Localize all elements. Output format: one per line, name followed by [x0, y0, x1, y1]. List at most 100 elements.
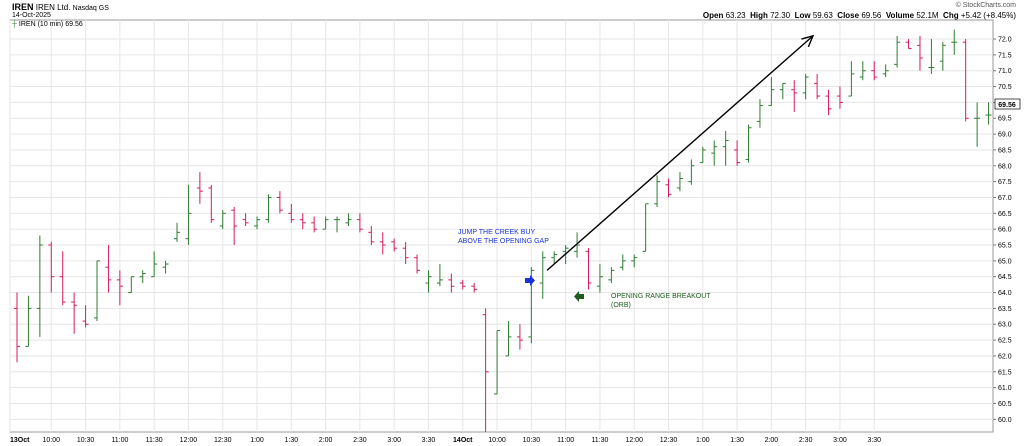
- volume-value: 52.1M: [916, 11, 939, 20]
- y-tick-label: 65.5: [998, 243, 1012, 250]
- ohlc-bar: [459, 279, 466, 290]
- ohlc-bar: [505, 321, 512, 357]
- chg-label: Chg: [943, 11, 959, 20]
- ohlc-bar: [779, 82, 786, 100]
- last-price-tag: 69.56: [998, 102, 1016, 109]
- x-tick-label: 10:00: [488, 437, 506, 444]
- y-tick-label: 64.5: [998, 274, 1012, 281]
- ohlc-bar: [825, 89, 832, 116]
- x-tick-label: 11:30: [146, 437, 163, 444]
- ohlc-bar: [756, 99, 763, 128]
- y-tick-label: 72.0: [998, 37, 1012, 44]
- plot-frame: [9, 19, 994, 433]
- x-tick-label: 12:30: [214, 437, 232, 444]
- ohlc-bar: [951, 29, 958, 55]
- x-tick-label: 3:30: [422, 437, 436, 444]
- grid: [9, 20, 993, 432]
- x-tick-label: 2:00: [319, 437, 333, 444]
- low-value: 59.63: [812, 11, 833, 20]
- chg-value: +5.42 (+8.45%): [960, 11, 1016, 20]
- y-tick-label: 62.0: [998, 353, 1012, 360]
- ohlc-bar: [94, 260, 101, 322]
- ohlc-bar: [619, 254, 626, 271]
- ohlc-bar: [962, 39, 969, 122]
- x-tick-label: 12:30: [660, 437, 678, 444]
- jump-the-creek-label: JUMP THE CREEK BUY: [458, 229, 535, 236]
- ohlc-bar: [254, 216, 261, 230]
- volume-label: Volume: [885, 11, 915, 20]
- ohlc-bar: [162, 260, 169, 274]
- ohlc-bar: [14, 292, 20, 363]
- ohlc-bar: [539, 251, 546, 299]
- y-tick-label: 69.5: [998, 116, 1012, 123]
- ohlc-bar: [928, 39, 935, 74]
- ohlc-bar: [128, 276, 135, 294]
- open-label: Open: [702, 11, 724, 20]
- ohlc-bar: [642, 203, 649, 252]
- legend-text: IREN (10 min) 69.56: [18, 21, 83, 28]
- y-tick-label: 66.0: [998, 227, 1012, 234]
- high-value: 72.30: [770, 11, 791, 20]
- y-tick-label: 71.0: [998, 68, 1012, 75]
- x-tick-label: 3:00: [387, 437, 401, 444]
- x-tick-label: 13Oct: [10, 437, 30, 444]
- ohlc-bar: [414, 254, 421, 274]
- ohlc-bar: [836, 86, 843, 109]
- y-tick-label: 61.5: [998, 369, 1012, 376]
- y-tick-label: 65.0: [998, 258, 1012, 265]
- x-tick-label: 1:00: [696, 437, 710, 444]
- ohlc-bar: [311, 216, 318, 233]
- y-tick-label: 60.0: [998, 417, 1012, 424]
- y-tick-label: 61.0: [998, 385, 1012, 392]
- x-tick-label: 12:00: [180, 437, 198, 444]
- ohlc-bar: [208, 184, 215, 223]
- y-tick-label: 64.0: [998, 290, 1012, 297]
- ohlc-bar: [391, 238, 398, 252]
- ohlc-bar: [985, 102, 992, 125]
- close-value: 69.56: [861, 11, 882, 20]
- ohlc-bar: [916, 35, 923, 71]
- ohlc-bar: [745, 124, 752, 163]
- y-axis: 60.0 60.5 61.0 61.5 62.0 62.5 63.0 63.5 64.0 64.5…: [993, 37, 1012, 424]
- ohlc-bar: [448, 273, 455, 293]
- x-tick-label: 3:30: [867, 437, 881, 444]
- ohlc-bar: [334, 216, 341, 233]
- ohlc-bar: [516, 324, 523, 350]
- ohlc-bar: [356, 213, 363, 233]
- ohlc-bar: [974, 102, 981, 147]
- ohlc-bar: [116, 270, 123, 306]
- x-tick-label: 11:00: [111, 437, 128, 444]
- ohlc-bar: [48, 241, 55, 293]
- ohlc-bar: [814, 73, 821, 100]
- y-tick-label: 63.0: [998, 322, 1012, 329]
- ohlc-bar: [276, 191, 283, 214]
- y-tick-label: 68.0: [998, 163, 1012, 170]
- ohlc-bar: [185, 184, 192, 246]
- opening-range-breakout-label: (ORB): [611, 302, 631, 309]
- ohlc-bar: [368, 226, 375, 246]
- ohlc-bar: [574, 232, 581, 258]
- annotations: JUMP THE CREEK BUY ABOVE THE OPENING GAP O…: [458, 34, 815, 309]
- ohlc-bar: [265, 194, 272, 223]
- ohlc-bar: [345, 213, 352, 226]
- ohlc-bar: [71, 292, 78, 334]
- ohlc-bar: [322, 216, 329, 230]
- ohlc-bar: [676, 172, 683, 192]
- left-arrow-icon: [574, 291, 584, 302]
- jump-the-creek-label: ABOVE THE OPENING GAP: [458, 238, 549, 245]
- ohlc-bar: [859, 61, 866, 81]
- y-tick-label: 66.5: [998, 211, 1012, 218]
- x-tick-label: 1:30: [285, 437, 299, 444]
- ohlc-bar: [665, 178, 672, 198]
- chart-date: 14-Oct-2025: [12, 12, 51, 19]
- x-tick-label: 12:00: [625, 437, 643, 444]
- ohlc-bar: [231, 206, 238, 246]
- ohlc-bars: [14, 29, 992, 432]
- x-tick-label: 14Oct: [453, 437, 473, 444]
- stockcharts-watermark: © StockCharts.com: [955, 2, 1016, 9]
- x-tick-label: 2:30: [353, 437, 367, 444]
- ohlc-bar: [379, 232, 386, 255]
- ohlc-bar: [894, 35, 901, 68]
- ohlc-bar: [802, 73, 809, 100]
